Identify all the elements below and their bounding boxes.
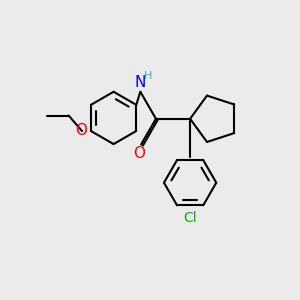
Text: O: O (75, 124, 87, 139)
Text: Cl: Cl (183, 211, 197, 225)
Text: O: O (134, 146, 146, 161)
Text: H: H (144, 71, 152, 81)
Text: N: N (135, 75, 146, 90)
